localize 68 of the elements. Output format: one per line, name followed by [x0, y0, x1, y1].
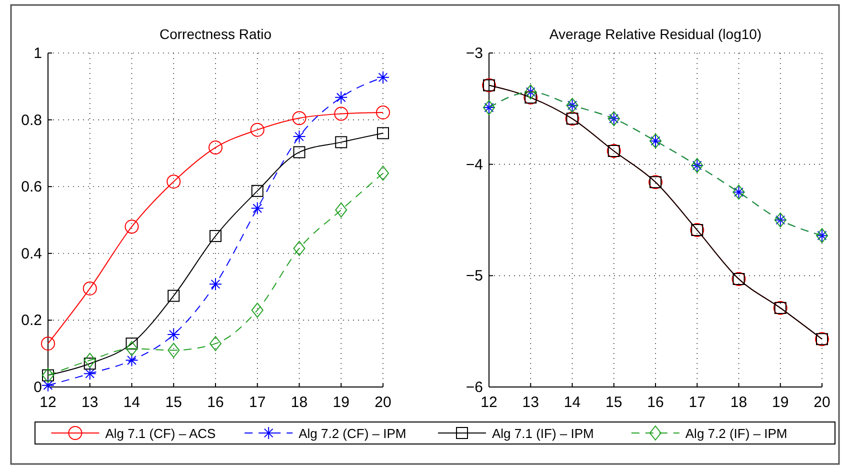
- point: [293, 240, 306, 256]
- y-tick-label: −5: [466, 268, 483, 285]
- point: [166, 174, 181, 189]
- y-tick-label: 0: [34, 379, 42, 396]
- x-tick-label: 12: [40, 394, 56, 411]
- x-tick-label: 14: [123, 394, 140, 411]
- point: [82, 281, 97, 296]
- x-tick-label: 13: [82, 394, 98, 411]
- point: [84, 358, 96, 370]
- legend-label: Alg 7.2 (IF) – IPM: [685, 426, 788, 441]
- point: [125, 354, 138, 367]
- point: [251, 184, 264, 197]
- y-tick-label: 0.4: [21, 245, 42, 262]
- legend-label: Alg 7.2 (CF) – IPM: [298, 426, 406, 441]
- legend-label: Alg 7.1 (CF) – ACS: [105, 426, 216, 441]
- point: [335, 202, 348, 218]
- point: [292, 130, 306, 143]
- point: [168, 290, 180, 302]
- x-tick-label: 18: [290, 394, 308, 411]
- point: [124, 220, 139, 234]
- point: [376, 105, 390, 120]
- x-tick-label: 20: [814, 394, 830, 411]
- point: [126, 338, 138, 350]
- x-tick-label: 16: [207, 394, 224, 411]
- chart-title: Average Relative Residual (log10): [549, 26, 762, 42]
- point: [292, 111, 306, 126]
- point: [251, 302, 264, 318]
- point: [208, 140, 222, 155]
- point: [334, 90, 348, 104]
- y-tick-label: 0.8: [21, 112, 42, 129]
- point: [167, 328, 180, 342]
- point: [334, 106, 348, 121]
- x-tick-label: 15: [606, 394, 622, 411]
- legend-label: Alg 7.1 (IF) – IPM: [492, 426, 594, 441]
- y-tick-label: 0.2: [21, 312, 42, 330]
- point: [126, 341, 138, 356]
- y-tick-label: 1: [34, 45, 42, 62]
- x-tick-label: 14: [564, 394, 581, 411]
- x-tick-label: 19: [332, 394, 350, 411]
- x-tick-label: 19: [772, 394, 789, 411]
- point: [210, 336, 222, 352]
- point: [293, 146, 306, 158]
- x-tick-label: 13: [522, 394, 539, 411]
- point: [210, 230, 222, 242]
- point: [377, 127, 389, 140]
- point: [335, 136, 348, 148]
- x-tick-label: 20: [374, 394, 392, 411]
- y-tick-label: 0.6: [21, 178, 42, 196]
- x-tick-label: 17: [688, 394, 706, 411]
- point: [377, 166, 389, 181]
- x-tick-label: 16: [647, 394, 664, 411]
- point: [84, 352, 96, 368]
- x-tick-label: 15: [165, 394, 182, 411]
- point: [376, 70, 390, 84]
- y-tick-label: −6: [466, 379, 483, 396]
- x-tick-label: 18: [730, 394, 748, 411]
- chart-title: Correctness Ratio: [159, 26, 272, 42]
- x-tick-label: 12: [480, 394, 498, 411]
- point: [168, 342, 180, 358]
- point: [42, 378, 54, 392]
- point: [250, 122, 264, 137]
- point: [250, 202, 264, 215]
- x-tick-label: 17: [249, 394, 266, 411]
- point: [209, 278, 222, 291]
- point: [41, 336, 55, 351]
- point: [83, 367, 96, 380]
- y-tick-label: −4: [466, 156, 483, 174]
- y-tick-label: −3: [466, 45, 483, 62]
